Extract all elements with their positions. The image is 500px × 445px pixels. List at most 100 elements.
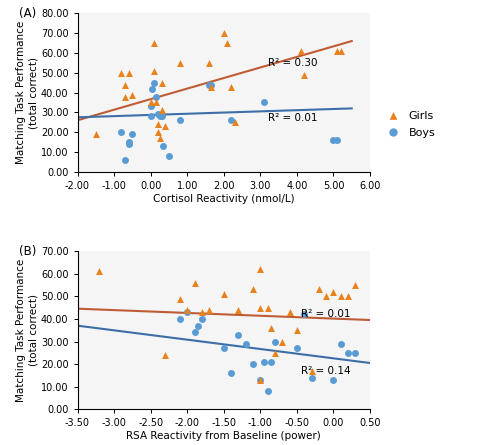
Point — [256, 376, 264, 384]
Point — [300, 71, 308, 78]
Point — [308, 374, 316, 381]
Point — [330, 376, 338, 384]
Point — [128, 91, 136, 98]
Point — [220, 29, 228, 37]
Point — [150, 67, 158, 74]
Point — [333, 137, 341, 144]
Point — [322, 293, 330, 300]
Point — [207, 81, 215, 88]
Point — [160, 142, 168, 150]
Point — [158, 79, 166, 86]
Point — [256, 266, 264, 273]
Legend: Girls, Boys: Girls, Boys — [378, 107, 440, 142]
Point — [256, 376, 264, 384]
Point — [161, 123, 169, 130]
Point — [227, 370, 235, 377]
Point — [176, 316, 184, 323]
Y-axis label: Matching Task Performance
(total correct): Matching Task Performance (total correct… — [16, 259, 38, 402]
Point — [256, 304, 264, 311]
Point — [205, 59, 213, 66]
Point — [337, 293, 345, 300]
Point — [150, 79, 158, 86]
Point — [152, 99, 160, 106]
Point — [156, 134, 164, 142]
Point — [183, 308, 191, 316]
Point — [158, 113, 166, 120]
Point — [293, 345, 301, 352]
Point — [344, 293, 352, 300]
Point — [198, 316, 206, 323]
Point — [96, 268, 104, 275]
Point — [264, 304, 272, 311]
Point — [308, 368, 316, 375]
X-axis label: RSA Reactivity from Baseline (power): RSA Reactivity from Baseline (power) — [126, 431, 321, 441]
Point — [260, 99, 268, 106]
Point — [176, 117, 184, 124]
Point — [121, 81, 129, 88]
Point — [156, 113, 164, 120]
Point — [234, 331, 242, 338]
Point — [286, 308, 294, 316]
Point — [194, 322, 202, 329]
Point — [207, 83, 215, 90]
Point — [344, 349, 352, 356]
Point — [352, 349, 360, 356]
Point — [268, 324, 276, 332]
Point — [264, 388, 272, 395]
Point — [234, 306, 242, 313]
Point — [190, 329, 198, 336]
Point — [154, 111, 162, 118]
Text: (A): (A) — [19, 7, 36, 20]
Point — [205, 81, 213, 88]
Point — [146, 99, 154, 106]
Point — [230, 119, 238, 126]
Point — [128, 130, 136, 138]
Point — [183, 306, 191, 313]
Point — [152, 93, 160, 100]
Point — [337, 340, 345, 348]
X-axis label: Cortisol Reactivity (nmol/L): Cortisol Reactivity (nmol/L) — [153, 194, 294, 203]
Point — [330, 137, 338, 144]
Point — [260, 358, 268, 365]
Point — [190, 279, 198, 286]
Point — [224, 40, 232, 47]
Y-axis label: Matching Task Performance
(total correct): Matching Task Performance (total correct… — [16, 21, 38, 164]
Point — [150, 40, 158, 47]
Point — [300, 311, 308, 318]
Point — [158, 107, 166, 114]
Point — [146, 103, 154, 110]
Text: R² = 0.01: R² = 0.01 — [268, 113, 317, 123]
Text: (B): (B) — [19, 245, 36, 258]
Point — [249, 286, 257, 293]
Text: R² = 0.30: R² = 0.30 — [268, 58, 317, 68]
Point — [176, 59, 184, 66]
Point — [330, 288, 338, 295]
Point — [124, 141, 132, 148]
Point — [227, 117, 235, 124]
Point — [124, 69, 132, 76]
Point — [220, 345, 228, 352]
Point — [146, 113, 154, 120]
Point — [296, 48, 304, 55]
Point — [124, 138, 132, 146]
Point — [249, 360, 257, 368]
Point — [92, 130, 100, 138]
Point — [271, 338, 279, 345]
Point — [315, 286, 323, 293]
Point — [278, 338, 286, 345]
Point — [352, 281, 360, 288]
Point — [268, 358, 276, 365]
Point — [220, 291, 228, 298]
Point — [121, 93, 129, 100]
Point — [198, 308, 206, 316]
Point — [293, 327, 301, 334]
Point — [271, 349, 279, 356]
Point — [205, 306, 213, 313]
Point — [176, 295, 184, 302]
Point — [333, 48, 341, 55]
Point — [242, 340, 250, 348]
Text: R² = 0.14: R² = 0.14 — [300, 366, 350, 376]
Point — [154, 129, 162, 136]
Point — [121, 156, 129, 163]
Point — [118, 129, 126, 136]
